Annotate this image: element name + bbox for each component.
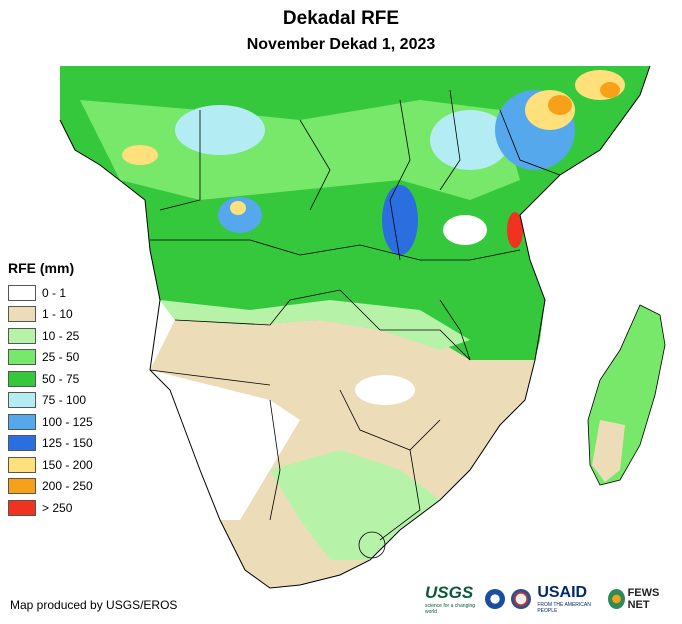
noaa-logo: [485, 589, 506, 609]
legend-label: 25 - 50: [42, 350, 80, 365]
wet-patch-red: [507, 212, 523, 248]
legend-swatch: [8, 392, 36, 409]
legend-label: 125 - 150: [42, 436, 93, 451]
fews-net-text: FEWS NET: [627, 587, 660, 611]
legend-swatch: [8, 456, 36, 473]
wet-patch-cyan-2: [430, 110, 510, 170]
legend-swatch: [8, 413, 36, 430]
dry-patch-2: [355, 375, 415, 405]
usgs-logo-text: USGS: [425, 583, 474, 602]
legend-item: 25 - 50: [8, 347, 93, 369]
legend-item: 1 - 10: [8, 304, 93, 326]
wet-patch-yellow-3: [230, 201, 246, 215]
legend-swatch: [8, 435, 36, 452]
legend-label: 50 - 75: [42, 371, 80, 386]
region-dry-southwest: [150, 370, 300, 520]
legend-label: 75 - 100: [42, 393, 87, 408]
legend-items: 0 - 1 1 - 10 10 - 25 25 - 50 50 - 75 75 - 100…: [8, 282, 93, 519]
legend-item: 100 - 125: [8, 411, 93, 433]
legend-swatch: [8, 327, 36, 344]
coastline: [59, 65, 651, 589]
lesotho: [358, 531, 386, 559]
legend-label: 0 - 1: [42, 285, 67, 300]
legend: RFE (mm) 0 - 1 1 - 10 10 - 25 25 - 50 50 - 7…: [8, 260, 93, 519]
legend-item: 50 - 75: [8, 368, 93, 390]
legend-item: 200 - 250: [8, 476, 93, 498]
wet-patch-yellow-4: [122, 145, 158, 165]
legend-swatch: [8, 349, 36, 366]
map-subtitle: November Dekad 1, 2023: [246, 36, 436, 53]
wet-patch-orange-2: [600, 82, 620, 98]
country-borders: [149, 89, 561, 541]
wet-patch-blue-1: [218, 197, 262, 233]
legend-item: 150 - 200: [8, 454, 93, 476]
legend-label: 1 - 10: [42, 307, 73, 322]
logo-bar: USGS science for a changing world USAID …: [425, 583, 682, 615]
usaid-seal-logo: [511, 589, 532, 609]
legend-swatch: [8, 284, 36, 301]
legend-item: 0 - 1: [8, 282, 93, 304]
usgs-tagline: science for a changing world: [425, 603, 476, 615]
wet-patch-cyan: [175, 105, 265, 155]
fews-net-logo: FEWS NET: [607, 587, 676, 611]
legend-label: > 250: [42, 500, 73, 515]
legend-swatch: [8, 370, 36, 387]
legend-item: 125 - 150: [8, 433, 93, 455]
usaid-logo-text: USAID: [537, 584, 588, 601]
legend-title: RFE (mm): [8, 260, 75, 276]
dry-patch-1: [443, 215, 487, 245]
map-title: Dekadal RFE: [282, 8, 400, 29]
wet-patch-blue-2: [382, 185, 418, 255]
region-light-green-1: [160, 300, 470, 350]
legend-item: 75 - 100: [8, 390, 93, 412]
legend-label: 200 - 250: [42, 479, 93, 494]
legend-swatch: [8, 306, 36, 323]
legend-swatch: [8, 478, 36, 495]
legend-swatch: [8, 499, 36, 516]
wet-patch-orange-1: [548, 95, 572, 115]
madagascar-tan: [592, 420, 625, 482]
legend-item: > 250: [8, 497, 93, 519]
legend-label: 100 - 125: [42, 414, 93, 429]
usaid-logo: USAID FROM THE AMERICAN PEOPLE: [537, 584, 601, 614]
legend-label: 150 - 200: [42, 457, 93, 472]
legend-item: 10 - 25: [8, 325, 93, 347]
legend-label: 10 - 25: [42, 328, 80, 343]
rainfall-map: [59, 65, 666, 589]
usgs-logo: USGS science for a changing world: [425, 583, 479, 615]
credit-text: Map produced by USGS/EROS: [10, 598, 178, 612]
usaid-tagline: FROM THE AMERICAN PEOPLE: [537, 602, 591, 614]
